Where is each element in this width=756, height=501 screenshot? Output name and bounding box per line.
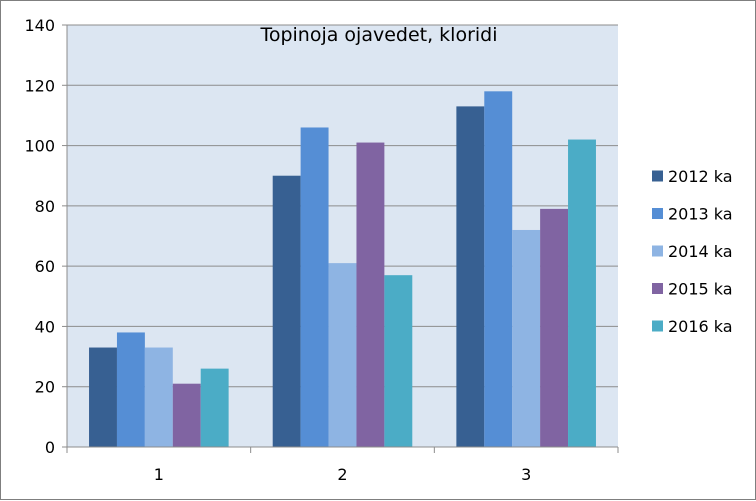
y-tick-label: 140 (24, 16, 55, 35)
y-tick-label: 100 (24, 137, 55, 156)
bar (116, 332, 145, 447)
legend: 2012 ka 2013 ka 2014 ka 2015 ka 2016 ka (652, 167, 733, 336)
y-tick-label: 40 (35, 317, 55, 336)
y-tick-label: 60 (35, 257, 55, 276)
legend-swatch (652, 170, 663, 182)
legend-item: 2015 ka (652, 280, 733, 299)
legend-swatch (652, 208, 663, 219)
bar (300, 127, 329, 447)
y-tick-label: 0 (45, 438, 55, 457)
legend-swatch (652, 245, 663, 257)
chart-title: Topinoja ojavedet, kloridi (259, 24, 497, 46)
y-tick-label: 80 (35, 197, 55, 216)
legend-label: 2015 ka (668, 280, 733, 299)
bar (144, 347, 173, 447)
legend-item: 2013 ka (652, 205, 733, 224)
legend-item: 2016 ka (652, 317, 733, 336)
bar (540, 208, 569, 447)
y-tick-label: 20 (35, 378, 55, 397)
legend-swatch (652, 283, 663, 294)
legend-swatch (652, 320, 663, 332)
bar (456, 106, 485, 447)
axes (62, 24, 619, 453)
bar (384, 275, 413, 447)
y-tick-labels: 0 20 40 60 80 100 120 140 (24, 16, 55, 457)
bars (89, 91, 596, 448)
legend-label: 2016 ka (668, 317, 733, 336)
bar (89, 347, 117, 447)
bar (172, 383, 201, 447)
legend-item: 2012 ka (652, 167, 733, 186)
bar (200, 368, 229, 447)
bar (484, 91, 513, 448)
x-tick-label: 3 (521, 465, 531, 484)
bar (328, 263, 357, 447)
x-tick-labels: 1 2 3 (154, 465, 532, 484)
bar (272, 175, 301, 447)
y-tick-label: 120 (24, 76, 55, 95)
legend-item: 2014 ka (652, 242, 733, 261)
legend-label: 2012 ka (668, 167, 733, 186)
x-tick-label: 1 (154, 465, 164, 484)
x-tick-label: 2 (337, 465, 347, 484)
legend-label: 2014 ka (668, 242, 733, 261)
bar (356, 142, 385, 448)
bar (568, 139, 596, 448)
legend-label: 2013 ka (668, 205, 733, 224)
bar (512, 229, 541, 447)
